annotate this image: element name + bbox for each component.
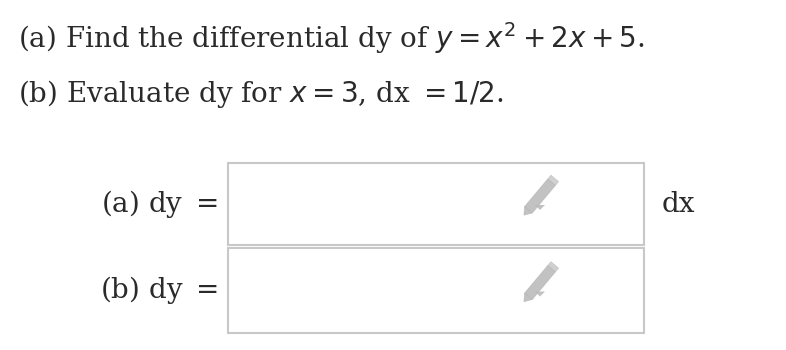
Polygon shape [524, 266, 556, 300]
Text: (a) Find the differential dy of $y = x^2 + 2x + 5$.: (a) Find the differential dy of $y = x^2… [18, 20, 645, 56]
Text: (b) dy $=$: (b) dy $=$ [100, 274, 218, 307]
Polygon shape [535, 292, 545, 296]
Text: (b) Evaluate dy for $x = 3$, dx $= 1/2$.: (b) Evaluate dy for $x = 3$, dx $= 1/2$. [18, 78, 504, 110]
Polygon shape [535, 205, 545, 210]
Polygon shape [524, 206, 532, 215]
Text: dx: dx [662, 190, 696, 217]
Polygon shape [548, 175, 559, 186]
Polygon shape [524, 179, 556, 213]
Bar [228, 248, 644, 333]
Text: (a) dy $=$: (a) dy $=$ [101, 188, 218, 220]
Polygon shape [524, 293, 532, 302]
Bar [228, 163, 644, 245]
Polygon shape [548, 262, 559, 272]
